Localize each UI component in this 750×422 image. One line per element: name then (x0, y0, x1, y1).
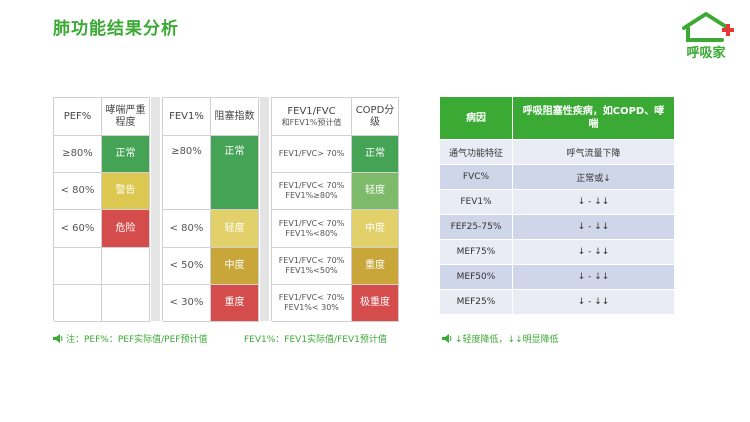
row-label: FEF25-75% (450, 222, 502, 232)
fev1-level-2: 轻度 (211, 210, 259, 248)
column-divider (151, 97, 160, 321)
copd-level-1: 正常 (352, 136, 399, 173)
table-row: FEF25-75% ↓ - ↓↓ (440, 215, 674, 240)
row-label: FEV1% (460, 197, 492, 207)
copd-cond-4-line2: FEV1%<50% (285, 266, 338, 275)
row-label: FVC% (462, 172, 490, 182)
megaphone-icon (442, 334, 452, 343)
table-row: MEF25% ↓ - ↓↓ (440, 290, 674, 315)
table-row: MEF50% ↓ - ↓↓ (440, 265, 674, 290)
copd-cond-5-line2: FEV1%< 30% (284, 303, 339, 312)
table-row: 通气功能特征 呼气流量下降 (440, 140, 674, 165)
fev1-range-4: < 30% (163, 285, 211, 322)
pef-range-3: < 60% (54, 210, 102, 248)
pef-header-level: 哮喘严重程度 (102, 98, 150, 136)
fev1-header-level: 阻塞指数 (211, 98, 259, 136)
copd-header-cond: FEV1/FVC 和FEV1%预计值 (272, 98, 352, 136)
pef-level-3: 危险 (102, 210, 150, 248)
pef-empty-4 (102, 285, 150, 322)
header-cause: 病因 (466, 112, 486, 124)
row-value: ↓ - ↓↓ (512, 240, 674, 264)
pef-range-2: < 80% (54, 173, 102, 210)
table-header-row: 病因 呼吸阻塞性疾病，如COPD、哮喘 (440, 97, 674, 140)
pef-table: PEF% 哮喘严重程度 ≥80% 正常 < 80% 警告 < 60% 危险 (53, 97, 150, 322)
copd-cond-1: FEV1/FVC> 70% (272, 136, 352, 173)
table-row: MEF75% ↓ - ↓↓ (440, 240, 674, 265)
fev1-level-1: 正常 (211, 136, 259, 210)
fev1-range-3: < 50% (163, 248, 211, 285)
table-row: FEV1% ↓ - ↓↓ (440, 190, 674, 215)
copd-cond-1-text: FEV1/FVC> 70% (278, 149, 345, 159)
copd-cond-4: FEV1/FVC< 70% FEV1%<50% (272, 248, 352, 285)
pef-header-range: PEF% (54, 98, 102, 136)
fev1-level-3: 中度 (211, 248, 259, 285)
copd-cond-3-line1: FEV1/FVC< 70% (278, 218, 345, 228)
row-value: ↓ - ↓↓ (512, 215, 674, 239)
copd-header-level: COPD分级 (352, 98, 399, 136)
copd-cond-5: FEV1/FVC< 70% FEV1%< 30% (272, 285, 352, 322)
copd-header-line2: 和FEV1%预计值 (281, 117, 342, 127)
row-value: ↓ - ↓↓ (512, 265, 674, 289)
fev1-level-4: 重度 (211, 285, 259, 322)
fev1-header-range: FEV1% (163, 98, 211, 136)
logo-text: 呼吸家 (686, 46, 726, 61)
copd-table: FEV1/FVC 和FEV1%预计值 COPD分级 FEV1/FVC> 70% … (271, 97, 399, 322)
row-label: MEF25% (456, 297, 496, 307)
note-pef: 注：PEF%：PEF实际值/PEF预计值 (53, 332, 207, 345)
fev1-table: FEV1% 阻塞指数 ≥80% 正常 < 80% 轻度 < 50% 中度 < 3… (162, 97, 259, 322)
row-label: 通气功能特征 (448, 148, 503, 159)
note-arrows-text: ↓轻度降低，↓↓明显降低 (455, 335, 559, 345)
lung-function-grading-tables: PEF% 哮喘严重程度 ≥80% 正常 < 80% 警告 < 60% 危险 FE… (53, 97, 399, 322)
note-arrows: ↓轻度降低，↓↓明显降低 (442, 332, 559, 345)
copd-cond-3: FEV1/FVC< 70% FEV1%<80% (272, 210, 352, 248)
copd-cond-2: FEV1/FVC< 70% FEV1%≥80% (272, 173, 352, 210)
house-plus-icon (682, 12, 734, 42)
row-value: ↓ - ↓↓ (512, 190, 674, 214)
header-disease: 呼吸阻塞性疾病，如COPD、哮喘 (512, 97, 674, 139)
copd-cond-2-line2: FEV1%≥80% (285, 191, 338, 200)
copd-cond-4-line1: FEV1/FVC< 70% (278, 256, 345, 266)
note-pef-text: 注：PEF%：PEF实际值/PEF预计值 (66, 335, 208, 345)
row-label: MEF50% (456, 272, 496, 282)
logo: 呼吸家 (676, 8, 736, 62)
row-label: MEF75% (456, 247, 496, 257)
column-divider (260, 97, 269, 321)
page-title: 肺功能结果分析 (53, 19, 179, 39)
pef-level-1: 正常 (102, 136, 150, 173)
table-row: FVC% 正常或↓ (440, 165, 674, 190)
row-value: ↓ - ↓↓ (512, 290, 674, 314)
row-value: 正常或↓ (512, 165, 674, 189)
copd-cond-3-line2: FEV1%<80% (285, 228, 338, 238)
copd-level-5: 极重度 (352, 285, 399, 322)
obstructive-disease-table: 病因 呼吸阻塞性疾病，如COPD、哮喘 通气功能特征 呼气流量下降 FVC% 正… (440, 97, 674, 315)
megaphone-icon (53, 334, 63, 343)
pef-range-1: ≥80% (54, 136, 102, 173)
copd-header-line1: FEV1/FVC (287, 105, 336, 117)
copd-level-3: 中度 (352, 210, 399, 248)
pef-level-2: 警告 (102, 173, 150, 210)
fev1-range-2: < 80% (163, 210, 211, 248)
pef-empty-3 (54, 285, 102, 322)
row-value: 呼气流量下降 (512, 140, 674, 164)
note-fev1: FEV1%：FEV1实际值/FEV1预计值 (244, 335, 387, 345)
copd-cond-2-line1: FEV1/FVC< 70% (278, 181, 345, 191)
copd-level-2: 轻度 (352, 173, 399, 210)
copd-level-4: 重度 (352, 248, 399, 285)
pef-empty-2 (102, 248, 150, 285)
pef-empty-1 (54, 248, 102, 285)
fev1-range-1: ≥80% (163, 136, 211, 210)
copd-cond-5-line1: FEV1/FVC< 70% (278, 293, 345, 303)
